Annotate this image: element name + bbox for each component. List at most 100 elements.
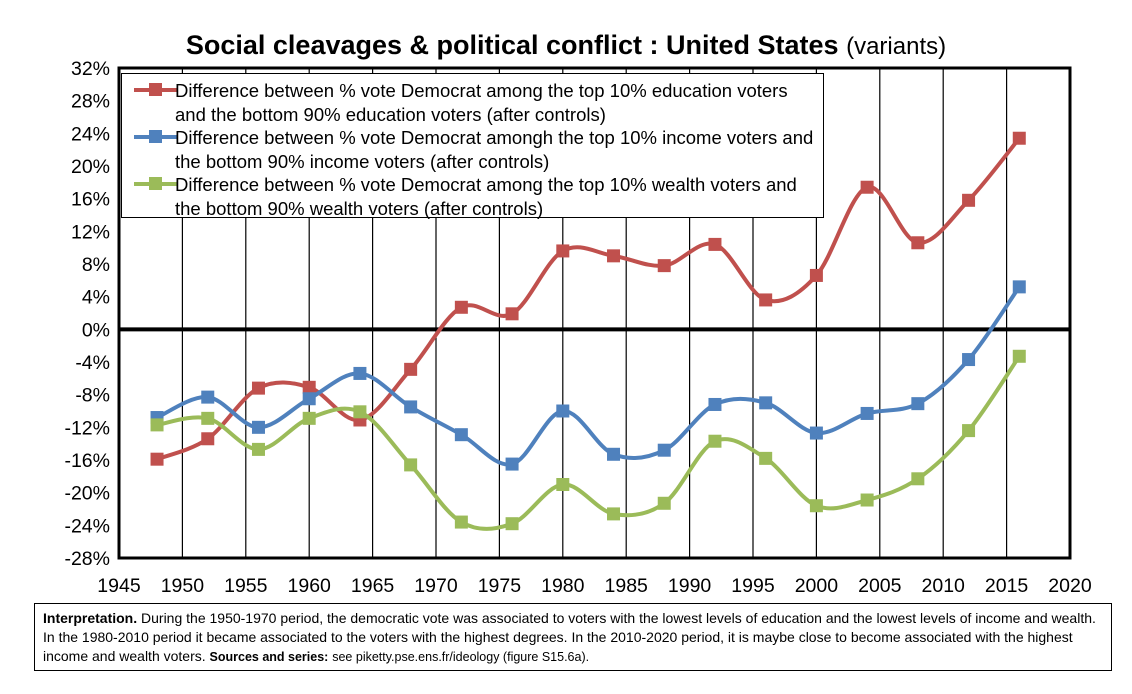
y-tick-label: -12% (64, 417, 110, 439)
legend-label-education: Difference between % vote Democrat among… (175, 80, 788, 125)
data-point-income (1012, 280, 1026, 294)
data-point-wealth (809, 499, 823, 513)
data-point-education (454, 300, 468, 314)
data-point-income (607, 447, 621, 461)
y-tick-label: -8% (75, 385, 110, 407)
data-point-education (1012, 131, 1026, 145)
data-point-wealth (657, 496, 671, 510)
y-tick-label: -28% (64, 548, 110, 570)
data-point-income (201, 390, 215, 404)
chart-title-main: Social cleavages & political conflict : … (185, 30, 839, 60)
data-point-wealth (556, 478, 570, 491)
chart-title: Social cleavages & political conflict : … (0, 30, 1132, 61)
x-tick-label: 2015 (985, 575, 1029, 597)
data-point-education (505, 307, 519, 321)
y-tick-label: 20% (71, 156, 110, 178)
y-axis-tick-labels: 32% 28% 24% 20% 16% 12% 8% 4% 0% -4% -8% -12% -16% -2… (64, 58, 110, 570)
y-tick-label: -16% (64, 450, 110, 472)
sources-label: Sources and series: (209, 650, 329, 664)
legend-item-education: Difference between % vote Democrat among… (122, 79, 822, 126)
legend: Difference between % vote Democrat among… (121, 73, 824, 220)
x-tick-label: 1980 (541, 575, 585, 597)
series-layer (150, 131, 1026, 531)
data-point-education (759, 293, 773, 307)
legend-item-income: Difference between % vote Democrat among… (122, 126, 822, 173)
y-tick-label: 24% (71, 123, 110, 145)
data-point-education (201, 432, 215, 446)
interpretation-label: Interpretation. (43, 610, 138, 626)
data-point-wealth (708, 434, 722, 448)
y-tick-label: 0% (82, 319, 110, 341)
data-point-wealth (353, 405, 367, 419)
data-point-wealth (759, 451, 773, 465)
data-point-wealth (911, 472, 925, 486)
data-point-wealth (454, 515, 468, 529)
y-tick-label: 4% (82, 287, 110, 309)
legend-swatch-marker (149, 177, 162, 190)
legend-label-income: Difference between % vote Democrat among… (175, 127, 814, 172)
data-point-education (657, 259, 671, 273)
x-tick-label: 1990 (668, 575, 712, 597)
legend-label-wealth: Difference between % vote Democrat among… (175, 174, 797, 219)
sources-text: see piketty.pse.ens.fr/ideology (figure … (332, 650, 590, 664)
x-tick-label: 1960 (288, 575, 332, 597)
y-tick-label: 28% (71, 91, 110, 113)
x-tick-label: 1985 (605, 575, 649, 597)
data-point-wealth (404, 458, 418, 472)
legend-swatch-marker (149, 130, 162, 143)
x-tick-label: 1955 (224, 575, 268, 597)
y-tick-label: -24% (64, 515, 110, 537)
data-point-income (860, 406, 874, 420)
x-tick-label: 1970 (414, 575, 458, 597)
y-tick-label: 8% (82, 254, 110, 276)
data-point-education (708, 237, 722, 251)
data-point-wealth (505, 517, 519, 531)
interpretation-note: Interpretation. During the 1950-1970 per… (34, 603, 1112, 671)
data-point-education (404, 362, 418, 376)
data-point-income (505, 457, 519, 471)
x-tick-label: 2005 (858, 575, 902, 597)
y-tick-label: 16% (71, 189, 110, 211)
data-point-education (150, 452, 164, 466)
x-axis-tick-labels: 1945 1950 1955 1960 1965 1970 1975 1980 1985 1990… (97, 575, 1092, 597)
data-point-education (809, 268, 823, 282)
data-point-income (759, 396, 773, 410)
data-point-wealth (962, 424, 976, 438)
legend-item-wealth: Difference between % vote Democrat among… (122, 173, 822, 220)
data-point-wealth (251, 442, 265, 456)
x-tick-label: 1975 (478, 575, 522, 597)
x-tick-label: 2010 (922, 575, 966, 597)
data-point-wealth (1012, 349, 1026, 363)
data-point-education (251, 381, 265, 395)
data-point-wealth (150, 418, 164, 432)
interpretation-text: During the 1950-1970 period, the democra… (43, 610, 1096, 664)
data-point-income (962, 353, 976, 367)
y-tick-label: 12% (71, 221, 110, 243)
data-point-income (353, 366, 367, 380)
x-tick-label: 2000 (795, 575, 839, 597)
data-point-income (454, 428, 468, 442)
data-point-income (809, 426, 823, 440)
data-point-income (657, 443, 671, 457)
y-tick-label: -4% (75, 352, 110, 374)
data-point-education (962, 193, 976, 207)
data-point-income (911, 397, 925, 411)
data-point-income (708, 397, 722, 411)
data-point-education (911, 236, 925, 250)
data-point-education (860, 180, 874, 194)
x-tick-label: 1995 (731, 575, 775, 597)
data-point-education (556, 244, 570, 258)
data-point-income (302, 392, 316, 406)
x-tick-label: 1950 (161, 575, 205, 597)
data-point-income (251, 420, 265, 434)
data-point-wealth (607, 507, 621, 521)
plot-frame (117, 66, 1072, 560)
legend-swatch-marker (149, 83, 162, 96)
data-point-wealth (302, 411, 316, 425)
y-tick-label: 32% (71, 58, 110, 80)
y-tick-label: -20% (64, 483, 110, 505)
x-tick-label: 2020 (1048, 575, 1092, 597)
data-point-wealth (860, 493, 874, 507)
data-point-income (556, 404, 570, 418)
